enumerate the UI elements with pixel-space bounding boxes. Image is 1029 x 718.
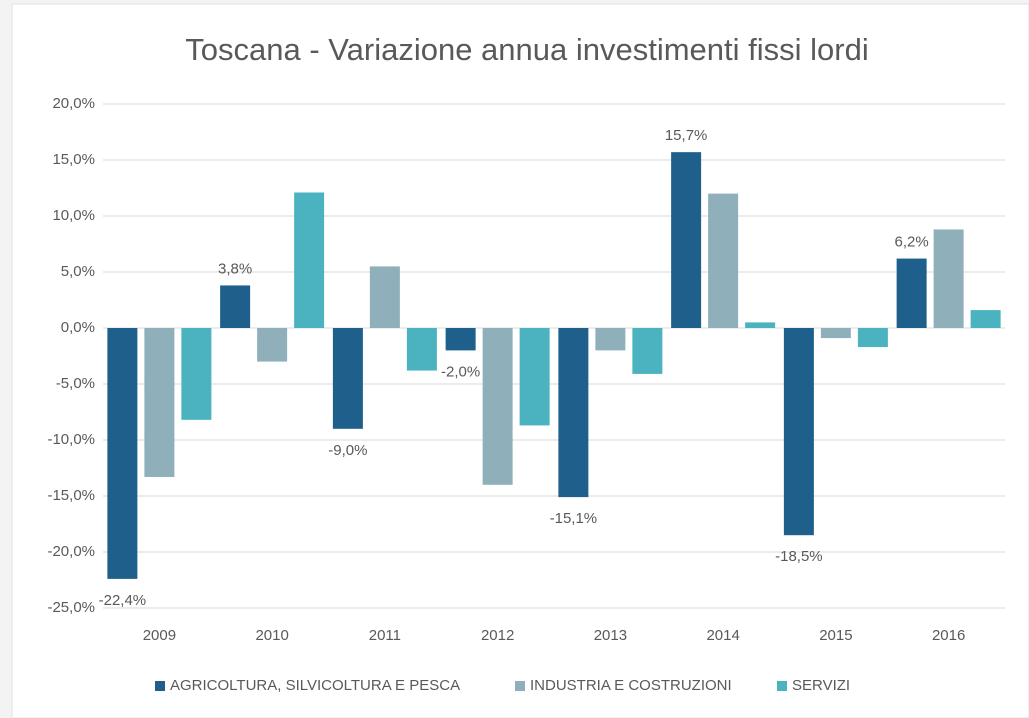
y-tick-label: -15,0%: [47, 487, 95, 504]
legend-swatch: [155, 681, 165, 691]
bar: [595, 328, 626, 351]
x-tick-label: 2011: [369, 627, 401, 644]
y-tick-label: 15,0%: [52, 151, 95, 168]
bar: [220, 285, 251, 328]
legend-label: INDUSTRIA E COSTRUZIONI: [530, 677, 732, 694]
legend-swatch: [515, 681, 525, 691]
x-tick-label: 2010: [255, 627, 288, 644]
legend-swatch: [777, 681, 787, 691]
bar: [783, 328, 814, 536]
bar: [294, 192, 325, 328]
chart-title: Toscana - Variazione annua investimenti …: [185, 32, 868, 67]
x-tick-label: 2009: [143, 627, 176, 644]
bar: [406, 328, 437, 371]
y-tick-label: 5,0%: [61, 263, 95, 280]
data-label: 6,2%: [895, 234, 929, 251]
bar: [857, 328, 888, 348]
bar: [708, 193, 739, 328]
y-tick-label: 0,0%: [61, 319, 95, 336]
data-label: -2,0%: [441, 363, 480, 380]
legend-label: SERVIZI: [792, 677, 850, 694]
bar: [257, 328, 288, 362]
y-tick-label: 10,0%: [52, 207, 95, 224]
y-tick-label: -20,0%: [47, 543, 95, 560]
data-label: -15,1%: [550, 510, 598, 527]
data-label: -18,5%: [775, 548, 823, 565]
bar: [933, 229, 964, 328]
data-label: 3,8%: [218, 260, 252, 277]
data-label: -22,4%: [99, 592, 147, 609]
x-tick-label: 2014: [706, 627, 739, 644]
bar: [144, 328, 175, 477]
bar: [671, 152, 702, 328]
bar: [970, 310, 1001, 328]
bar: [558, 328, 589, 498]
legend-label: AGRICOLTURA, SILVICOLTURA E PESCA: [170, 677, 460, 694]
x-tick-label: 2016: [932, 627, 965, 644]
bar: [107, 328, 138, 579]
y-tick-label: -25,0%: [47, 599, 95, 616]
bar: [482, 328, 513, 485]
x-tick-label: 2013: [594, 627, 627, 644]
y-tick-label: 20,0%: [52, 95, 95, 112]
bar: [519, 328, 550, 426]
bar: [181, 328, 212, 420]
x-tick-label: 2012: [481, 627, 514, 644]
y-tick-label: -10,0%: [47, 431, 95, 448]
bar: [369, 266, 400, 328]
bar: [632, 328, 663, 374]
bar: [896, 258, 927, 328]
y-tick-label: -5,0%: [56, 375, 95, 392]
bar: [445, 328, 476, 351]
bar: [820, 328, 851, 339]
data-label: -9,0%: [328, 442, 367, 459]
bar: [332, 328, 363, 429]
x-tick-label: 2015: [819, 627, 852, 644]
bar: [745, 322, 776, 328]
data-label: 15,7%: [665, 127, 708, 144]
